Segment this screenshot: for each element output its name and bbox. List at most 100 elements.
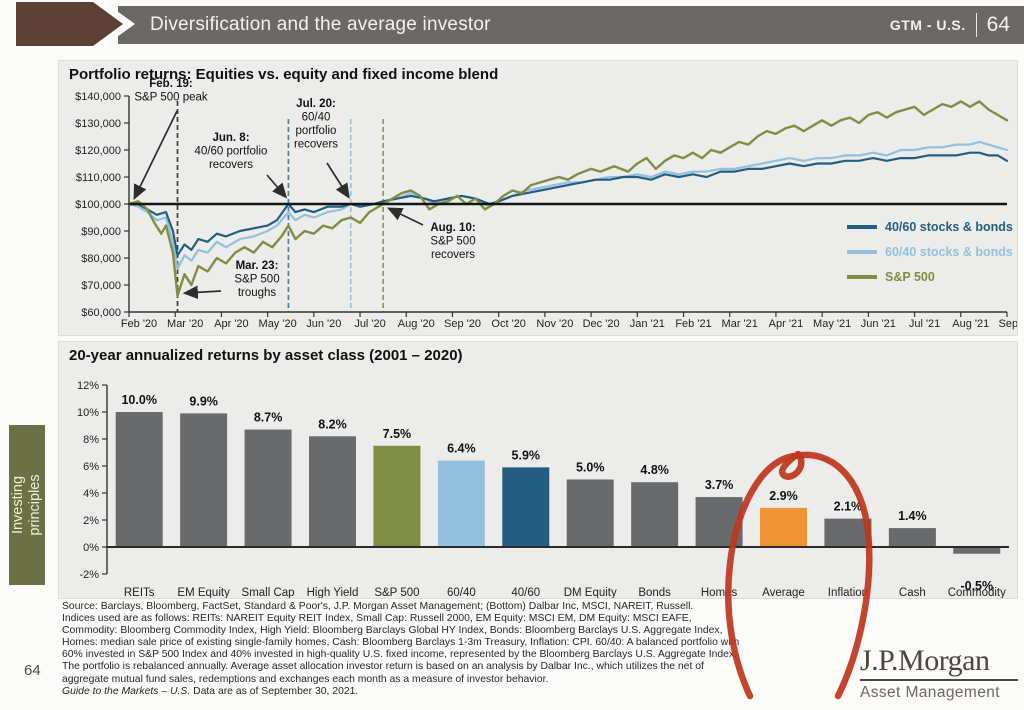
bar-reits [115,412,163,547]
header-page-number: 64 [986,13,1010,36]
bar-inflation [824,518,872,547]
y-tick-label: 2% [83,515,99,527]
x-tick-label: Dec '20 [583,318,620,330]
bar-category-label: EM Equity [177,587,230,598]
bar-chart-panel: 20-year annualized returns by asset clas… [58,341,1018,599]
x-tick-label: May '20 [259,318,297,330]
jpmorgan-logo-sub: Asset Management [860,684,1000,701]
bar-category-label: Homes [701,587,738,598]
bar-category-label: Commodity [948,587,1006,598]
x-tick-label: Jan '21 [630,318,665,330]
bar-high-yield [309,436,356,547]
series-navy [127,151,1009,257]
footnote-line: The portfolio is rebalanced annually. Av… [62,661,704,673]
line-chart-title: Portfolio returns: Equities vs. equity a… [69,66,499,83]
line-chart-panel: Portfolio returns: Equities vs. equity a… [58,60,1018,336]
jpmorgan-logo: J.P.Morgan Asset Management [860,644,1018,702]
bar-small-cap [244,429,292,547]
annotation-arrow [133,110,178,201]
x-tick-label: Sep '21 [999,318,1017,330]
gtm-italic-title: Guide to the Markets – U.S. [62,685,191,697]
legend-label-olive: S&P 500 [885,270,935,284]
annotation-feb-19-: Feb. 19: S&P 500 peak [134,78,208,104]
bar-value-label: -0.5% [960,579,993,593]
y-tick-label: $110,000 [76,172,121,184]
annotation-jun-8-: Jun. 8: 40/60 portfolio recovers [195,132,268,171]
line-chart: $140,000 $130,000 $120,000 $110,000 $100,000… [75,78,1017,330]
x-tick-label: Sep '20 [444,318,481,330]
annotation-mar-23-: Mar. 23: S&P 500 troughs [234,260,279,299]
bar-value-label: 1.4% [898,509,927,523]
bar-value-label: 10.0% [121,393,156,407]
bar-value-label: 2.9% [769,489,798,503]
header-right: GTM - U.S. 64 [890,6,1010,44]
y-tick-label: 4% [83,488,99,500]
footnote-line: aggregate mutual fund sales, redemptions… [62,673,549,685]
y-tick-label: $90,000 [81,226,121,238]
bar-value-label: 6.4% [447,442,476,456]
bar-category-label: Inflation [828,587,868,598]
annotation-arrow [266,174,288,199]
sidebar-tab-label: Investing principles [10,474,43,536]
bar-value-label: 7.5% [383,427,412,441]
x-tick-label: Oct '20 [491,318,526,330]
bar-bonds [631,482,679,547]
bar-s-p-500 [373,445,421,547]
x-tick-label: Mar '20 [167,318,203,330]
bar-category-label: Bonds [638,587,671,598]
sidebar-tab-investing-principles: Investing principles [9,425,45,585]
x-tick-label: Jun '21 [861,318,896,330]
bar-category-label: High Yield [307,587,359,598]
x-tick-label: Apr '21 [769,318,804,330]
y-tick-label: $70,000 [81,280,121,292]
page-title: Diversification and the average investor [150,14,491,35]
y-tick-label: $80,000 [81,253,121,265]
x-tick-label: Jul '21 [909,318,940,330]
bar-value-label: 2.1% [834,500,863,514]
bar-value-label: 5.0% [576,461,605,475]
bar-dm-equity [566,479,614,547]
bar-homes [695,497,743,547]
legend-label-navy: 40/60 stocks & bonds [885,220,1013,234]
y-tick-label: $60,000 [81,307,121,319]
y-tick-label: 8% [83,434,99,446]
gtm-brand-label: GTM - U.S. [889,17,966,33]
bar-value-label: 8.2% [318,417,347,431]
slide-page-number: 64 [24,662,41,679]
x-tick-label: May '21 [813,318,851,330]
annotation-arrow [386,207,424,226]
y-tick-label: $100,000 [75,199,121,211]
bar-commodity [953,547,1001,554]
annotation-aug-10-: Aug. 10: S&P 500 recovers [430,222,475,261]
bar-value-label: 4.8% [640,463,669,477]
y-tick-label: $130,000 [75,118,121,130]
series-olive [127,100,1009,298]
bar-category-label: Cash [899,587,926,598]
footnote-line: Homes: median sale price of existing sin… [62,637,740,649]
bar-category-label: Small Cap [242,587,295,598]
bar-40-60 [502,467,550,547]
annotation-jul-20-: Jul. 20: 60/40 portfolio recovers [294,98,338,151]
x-tick-label: Jul '20 [354,318,385,330]
bar-average-investor [760,507,807,547]
x-tick-label: Mar '21 [722,318,758,330]
footnote-line: Source: Barclays, Bloomberg, FactSet, St… [62,601,694,612]
y-tick-label: 6% [83,461,99,473]
bar-category-label: 40/60 [511,587,540,598]
bar-em-equity [180,413,228,547]
bar-value-label: 5.9% [512,448,541,462]
series-lightblue [127,140,1009,270]
x-tick-label: Aug '20 [398,318,435,330]
y-tick-label: $120,000 [75,145,121,157]
y-tick-label: 0% [83,542,99,554]
x-tick-label: Apr '20 [214,318,249,330]
bar-category-label: DM Equity [564,587,617,598]
bar-chart-title: 20-year annualized returns by asset clas… [69,347,463,364]
bar-value-label: 9.9% [189,394,218,408]
x-tick-label: Nov '20 [536,318,573,330]
footnote-line: Indices used are as follows: REITs: NARE… [62,613,692,625]
annotation-arrow [182,285,222,300]
bar-value-label: 3.7% [705,478,734,492]
x-tick-label: Feb '20 [121,318,157,330]
